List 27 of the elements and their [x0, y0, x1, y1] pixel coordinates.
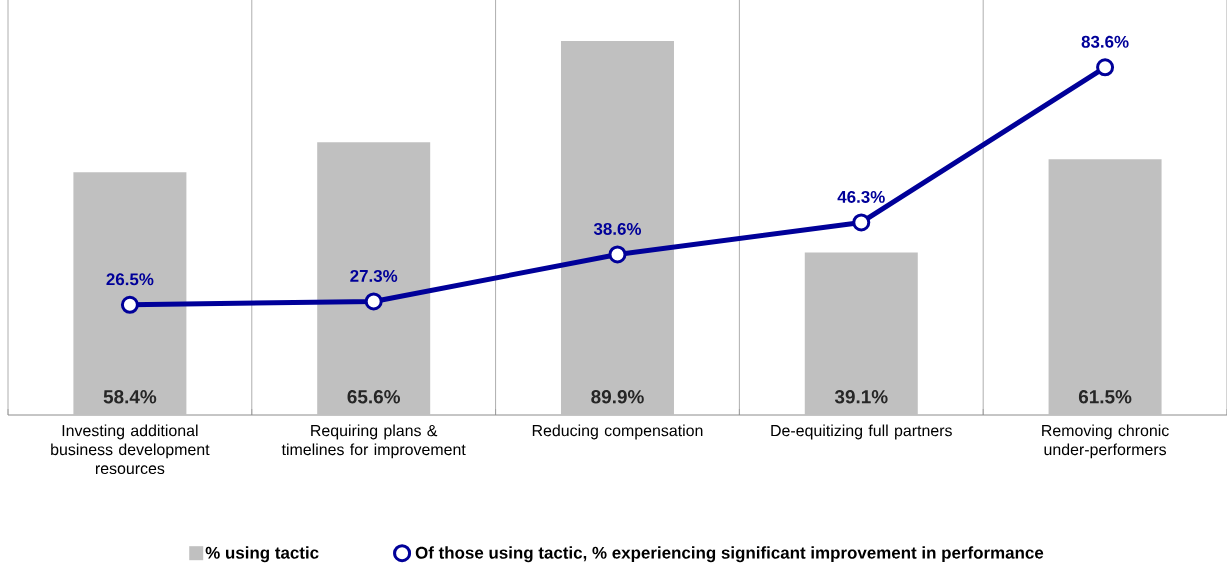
data-label: 27.3%: [350, 269, 398, 282]
data-label: 46.3%: [837, 190, 885, 203]
data-label: 83.6%: [1081, 35, 1129, 48]
point: [852, 213, 871, 232]
legend-label: Of those using tactic, % experiencing significant improvement in performance: [415, 546, 1044, 563]
x-tick-label: Requiring plans & timelines for improvement: [281, 424, 466, 459]
x-tick-label: Investing additional business development resources: [51, 424, 210, 475]
x-tick-label: Removing chronic under-performers: [1042, 424, 1169, 459]
x-tick-label: Reducing compensation: [532, 424, 703, 440]
data-label: 65.6%: [347, 390, 401, 404]
bar: [560, 41, 674, 415]
point: [1096, 58, 1115, 77]
data-label: 61.5%: [1078, 390, 1132, 404]
point: [608, 245, 627, 264]
data-label: 89.9%: [591, 390, 644, 404]
legend-label: % using tactic: [205, 546, 319, 563]
data-label: 39.1%: [834, 390, 888, 404]
point: [120, 295, 139, 314]
data-label: 26.5%: [106, 273, 154, 286]
bar: [73, 172, 187, 415]
x-tick-label: De-equitizing full partners: [771, 424, 952, 440]
data-label: 58.4%: [103, 390, 157, 404]
bar: [1048, 159, 1162, 415]
data-label: 38.6%: [593, 222, 642, 235]
point: [364, 292, 383, 311]
bar: [317, 142, 431, 415]
bar: [804, 252, 918, 415]
